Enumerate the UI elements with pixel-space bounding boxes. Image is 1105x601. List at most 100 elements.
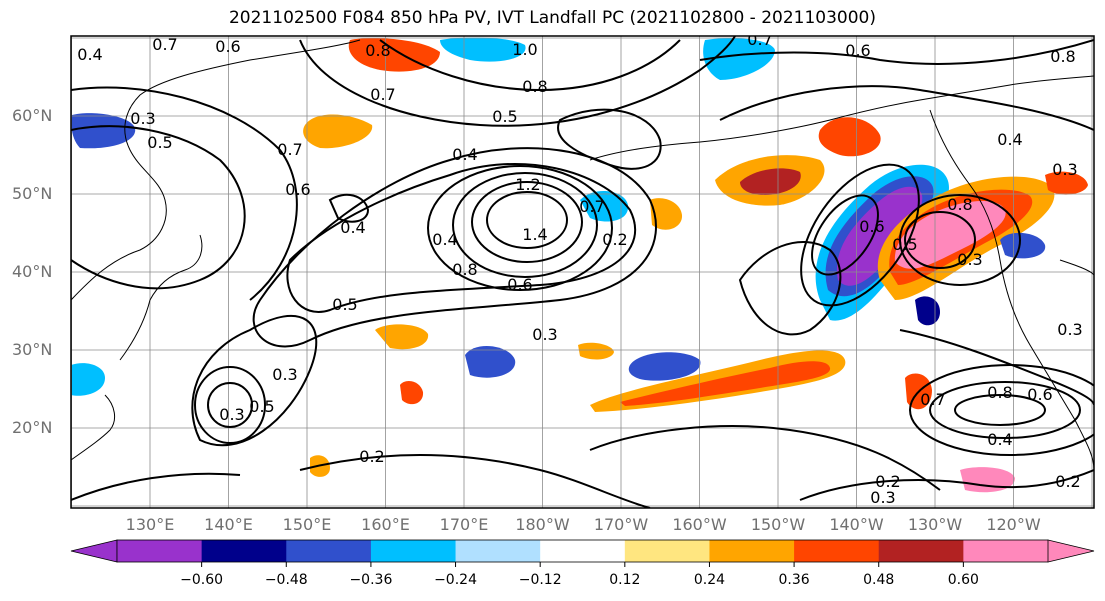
negative-anomaly-blob — [71, 113, 136, 149]
contour-label: 0.3 — [130, 109, 155, 128]
contour-label: 0.2 — [1055, 472, 1080, 491]
positive-anomaly-blob — [740, 168, 801, 195]
colorbar-swatch — [540, 540, 626, 562]
contour-label: 0.3 — [870, 488, 895, 507]
contour-label: 0.7 — [152, 35, 177, 54]
negative-anomaly-blob — [440, 37, 526, 62]
positive-anomaly-blob — [620, 361, 831, 406]
contour-label: 0.6 — [845, 41, 870, 60]
contour-label: 0.6 — [215, 37, 240, 56]
longitude-label: 170°E — [439, 515, 489, 534]
contour-label: 0.3 — [272, 365, 297, 384]
longitude-label: 120°W — [986, 515, 1041, 534]
contour-label: 0.3 — [532, 325, 557, 344]
contour-label: 0.4 — [77, 45, 102, 64]
contour-label: 0.7 — [920, 390, 945, 409]
contour-label: 0.3 — [1057, 320, 1082, 339]
contour-label: 0.8 — [1050, 47, 1075, 66]
contour-label: 0.6 — [1027, 385, 1052, 404]
colorbar-tick-label: −0.36 — [349, 572, 393, 588]
map-title: 2021102500 F084 850 hPa PV, IVT Landfall… — [228, 8, 876, 28]
contour-label: 0.7 — [277, 140, 302, 159]
colorbar-tick-label: −0.12 — [518, 572, 562, 588]
longitude-label: 130°E — [125, 515, 175, 534]
longitude-label: 130°W — [907, 515, 963, 534]
positive-anomaly-blob — [818, 117, 881, 157]
shaded-anomaly-field — [71, 37, 1088, 493]
positive-anomaly-blob — [650, 198, 683, 230]
colorbar — [70, 539, 1095, 567]
contour-label: 0.2 — [602, 230, 627, 249]
contour-label: 0.4 — [997, 130, 1022, 149]
negative-anomaly-blob — [71, 363, 105, 396]
latitude-label: 30°N — [12, 340, 53, 359]
longitude-label: 180°W — [515, 515, 570, 534]
colorbar-swatch — [201, 540, 287, 562]
contour-label: 0.6 — [285, 180, 310, 199]
contour-label: 0.7 — [370, 85, 395, 104]
contour-label: 0.6 — [859, 217, 884, 236]
colorbar-tick-label: −0.24 — [434, 572, 477, 588]
colorbar-tick-label: 0.12 — [609, 572, 641, 588]
positive-anomaly-blob — [303, 114, 373, 149]
contour-label: 0.3 — [957, 250, 982, 269]
colorbar-tick-label: −0.48 — [264, 572, 308, 588]
coastlines — [71, 39, 1094, 471]
contour-label: 0.2 — [875, 472, 900, 491]
colorbar-swatch — [117, 540, 203, 562]
negative-anomaly-blob — [915, 296, 940, 326]
positive-anomaly-blob — [1045, 171, 1088, 195]
negative-anomaly-blob — [1000, 232, 1046, 259]
contour-label: 1.4 — [522, 225, 547, 244]
latitude-label: 20°N — [12, 418, 53, 437]
contour-label: 0.4 — [987, 430, 1012, 449]
colorbar-tick-label: 0.60 — [947, 572, 979, 588]
contour-label: 0.3 — [1052, 160, 1077, 179]
colorbar-tick-label: 0.24 — [693, 572, 726, 588]
longitude-label: 150°W — [750, 515, 806, 534]
contour-label: 0.7 — [747, 30, 772, 49]
contour-label: 0.3 — [219, 405, 244, 424]
colorbar-swatch — [963, 540, 1049, 562]
colorbar-swatch — [455, 540, 541, 562]
longitude-label: 170°W — [593, 515, 649, 534]
colorbar-swatch — [624, 540, 710, 562]
longitude-label: 160°E — [361, 515, 410, 534]
contour-label: 0.4 — [452, 145, 477, 164]
negative-anomaly-blob — [703, 38, 775, 80]
contour-label: 0.8 — [522, 77, 547, 96]
positive-anomaly-blob — [400, 380, 424, 405]
colorbar-tick-label: 0.48 — [863, 572, 895, 588]
contour-label: 0.8 — [365, 41, 390, 60]
contour-label: 0.2 — [359, 447, 384, 466]
longitude-label: 140°W — [829, 515, 884, 534]
contour-label: 0.5 — [332, 295, 357, 314]
colorbar-tick-label: 0.36 — [778, 572, 810, 588]
contour-label: 0.5 — [492, 107, 517, 126]
contour-label: 0.5 — [147, 133, 172, 152]
colorbar-extend-max — [1047, 539, 1095, 563]
contour-label: 0.8 — [947, 195, 972, 214]
latitude-label: 60°N — [12, 106, 53, 125]
contour-label: 1.0 — [512, 40, 537, 59]
colorbar-swatch — [794, 540, 880, 562]
contour-label: 0.5 — [892, 235, 917, 254]
colorbar-swatch — [878, 540, 964, 562]
contour-label: 0.7 — [579, 197, 604, 216]
longitude-label: 160°W — [672, 515, 727, 534]
positive-anomaly-blob — [375, 324, 429, 350]
contour-label: 0.4 — [432, 230, 457, 249]
negative-anomaly-blob — [580, 190, 629, 222]
latitude-label: 40°N — [12, 262, 53, 281]
longitude-label: 150°E — [282, 515, 332, 534]
positive-anomaly-blob — [578, 342, 614, 360]
plot-frame — [70, 35, 1095, 509]
longitude-label: 140°E — [204, 515, 253, 534]
contour-label: 0.4 — [340, 218, 365, 237]
contour-label: 0.6 — [507, 275, 532, 294]
contour-label: 0.8 — [452, 260, 477, 279]
negative-anomaly-blob — [836, 186, 923, 286]
pv-contours — [71, 36, 1094, 508]
negative-anomaly-blob — [465, 345, 516, 378]
